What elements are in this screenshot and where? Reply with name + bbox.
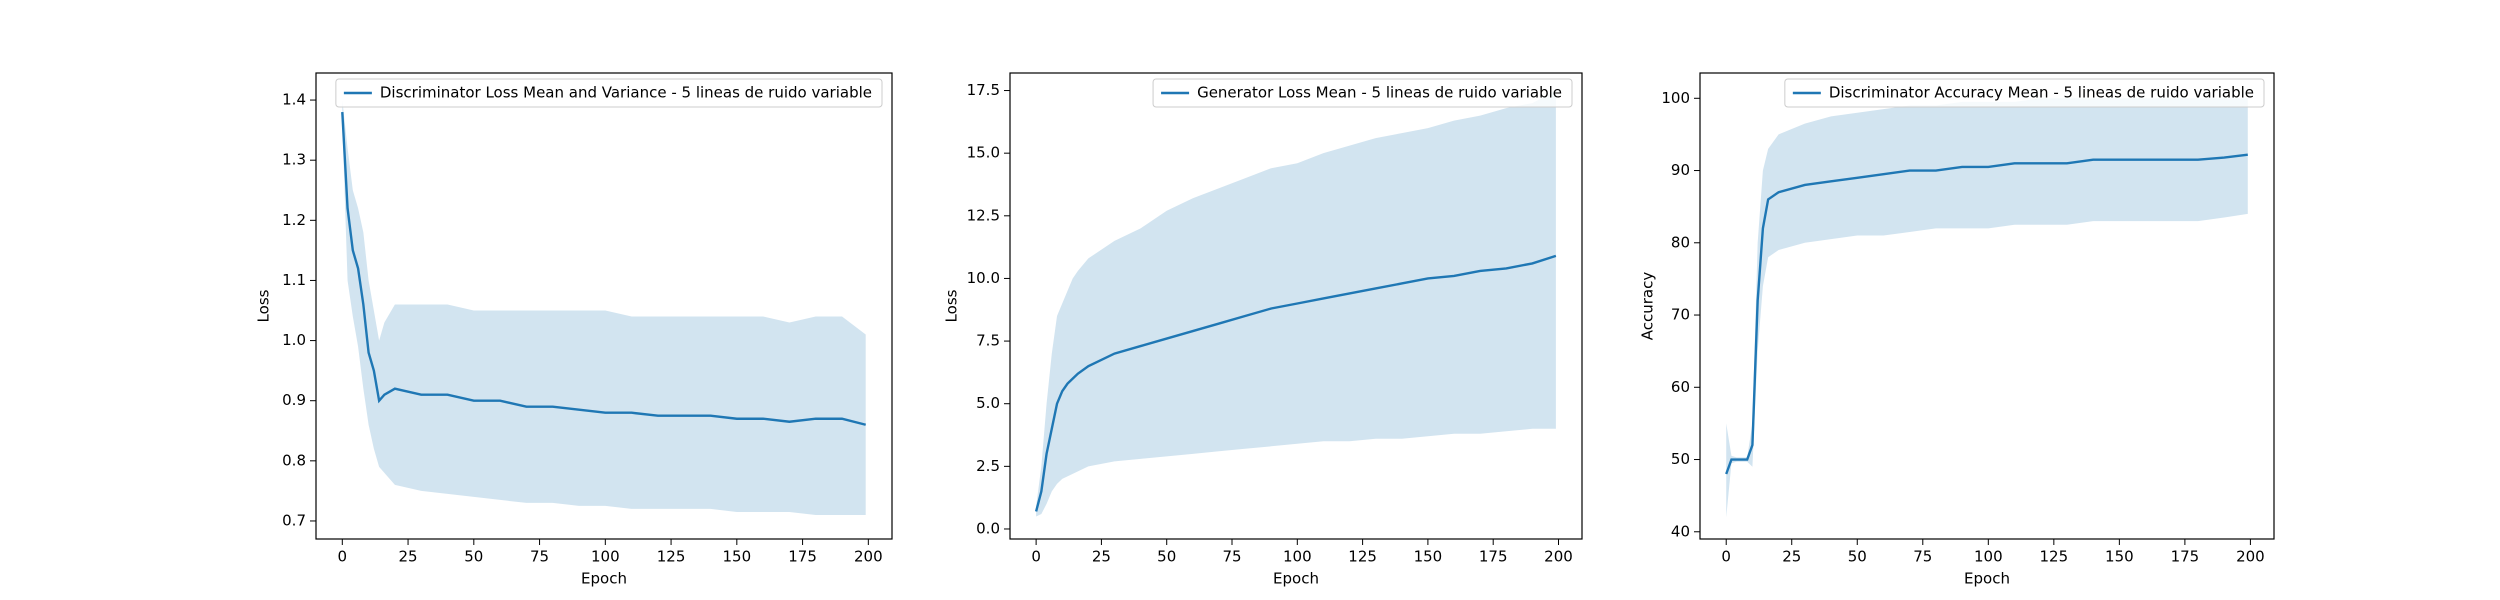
x-tick-label: 175 — [1479, 548, 1508, 566]
x-tick-label: 125 — [1348, 548, 1377, 566]
x-tick-label: 175 — [2171, 548, 2200, 566]
subplot: Discriminator Accuracy Mean - 5 lineas d… — [1639, 72, 2275, 588]
x-tick-label: 75 — [530, 548, 549, 566]
y-tick-label: 80 — [1671, 233, 1690, 251]
y-tick-label: 1.1 — [282, 271, 306, 289]
x-tick-label: 75 — [1913, 548, 1932, 566]
legend: Discriminator Loss Mean and Variance - 5… — [335, 78, 883, 108]
x-tick-label: 150 — [1414, 548, 1443, 566]
legend-label: Generator Loss Mean - 5 lineas de ruido … — [1197, 84, 1562, 102]
y-tick-label: 0.7 — [282, 511, 306, 529]
subplot: Generator Loss Mean - 5 lineas de ruido … — [943, 72, 1583, 588]
x-tick-label: 200 — [854, 548, 883, 566]
x-tick-label: 150 — [2105, 548, 2134, 566]
legend: Discriminator Accuracy Mean - 5 lineas d… — [1784, 78, 2265, 108]
x-axis-label: Epoch — [581, 570, 627, 588]
y-tick-label: 15.0 — [967, 144, 1000, 162]
x-tick-label: 125 — [657, 548, 686, 566]
x-tick-label: 100 — [1283, 548, 1312, 566]
y-tick-label: 60 — [1671, 378, 1690, 396]
x-tick-label: 0 — [1721, 548, 1731, 566]
plot-frame — [1009, 72, 1583, 540]
x-tick-label: 25 — [1782, 548, 1801, 566]
y-tick-label: 100 — [1661, 89, 1690, 107]
x-tick-label: 0 — [1031, 548, 1041, 566]
y-tick-label: 70 — [1671, 306, 1690, 324]
y-tick-label: 0.0 — [976, 519, 1000, 537]
x-tick-label: 50 — [1157, 548, 1176, 566]
x-tick-label: 175 — [788, 548, 817, 566]
legend-box — [1784, 78, 2265, 108]
legend-label: Discriminator Loss Mean and Variance - 5… — [380, 84, 872, 102]
x-tick-label: 50 — [464, 548, 483, 566]
mean-line — [1034, 254, 1557, 512]
y-tick-label: 5.0 — [976, 394, 1000, 412]
y-tick-label: 50 — [1671, 450, 1690, 468]
plot-frame — [315, 72, 893, 540]
y-tick-label: 10.0 — [967, 269, 1000, 287]
y-axis-label: Loss — [255, 289, 273, 322]
legend-label: Discriminator Accuracy Mean - 5 lineas d… — [1829, 84, 2254, 102]
x-tick-label: 100 — [1974, 548, 2003, 566]
mean-line — [341, 112, 866, 426]
x-tick-label: 150 — [723, 548, 752, 566]
plot-frame — [1699, 72, 2275, 540]
x-tick-label: 50 — [1848, 548, 1867, 566]
x-tick-label: 25 — [399, 548, 418, 566]
x-tick-label: 0 — [338, 548, 348, 566]
x-tick-label: 200 — [1544, 548, 1573, 566]
y-tick-label: 1.0 — [282, 331, 306, 349]
x-tick-label: 25 — [1092, 548, 1111, 566]
y-tick-label: 1.3 — [282, 151, 306, 169]
x-tick-label: 125 — [2040, 548, 2069, 566]
y-tick-label: 1.4 — [282, 91, 306, 109]
x-axis-label: Epoch — [1273, 570, 1319, 588]
x-axis-label: Epoch — [1964, 570, 2010, 588]
y-tick-label: 90 — [1671, 161, 1690, 179]
y-tick-label: 7.5 — [976, 332, 1000, 350]
y-axis-label: Accuracy — [1639, 272, 1657, 341]
y-axis-label: Loss — [943, 289, 961, 322]
subplot: Discriminator Loss Mean and Variance - 5… — [255, 72, 893, 588]
y-tick-label: 17.5 — [967, 81, 1000, 99]
variance-band — [1726, 98, 2248, 518]
x-tick-label: 75 — [1222, 548, 1241, 566]
x-tick-label: 100 — [591, 548, 620, 566]
y-tick-label: 2.5 — [976, 457, 1000, 475]
y-tick-label: 0.9 — [282, 391, 306, 409]
mean-line — [1725, 153, 2248, 475]
x-tick-label: 200 — [2236, 548, 2265, 566]
y-tick-label: 1.2 — [282, 211, 306, 229]
y-tick-label: 40 — [1671, 522, 1690, 540]
y-tick-label: 0.8 — [282, 451, 306, 469]
legend-box — [1152, 78, 1573, 108]
y-tick-label: 12.5 — [967, 206, 1000, 224]
variance-band — [342, 100, 866, 515]
legend: Generator Loss Mean - 5 lineas de ruido … — [1152, 78, 1573, 108]
legend-box — [335, 78, 883, 108]
